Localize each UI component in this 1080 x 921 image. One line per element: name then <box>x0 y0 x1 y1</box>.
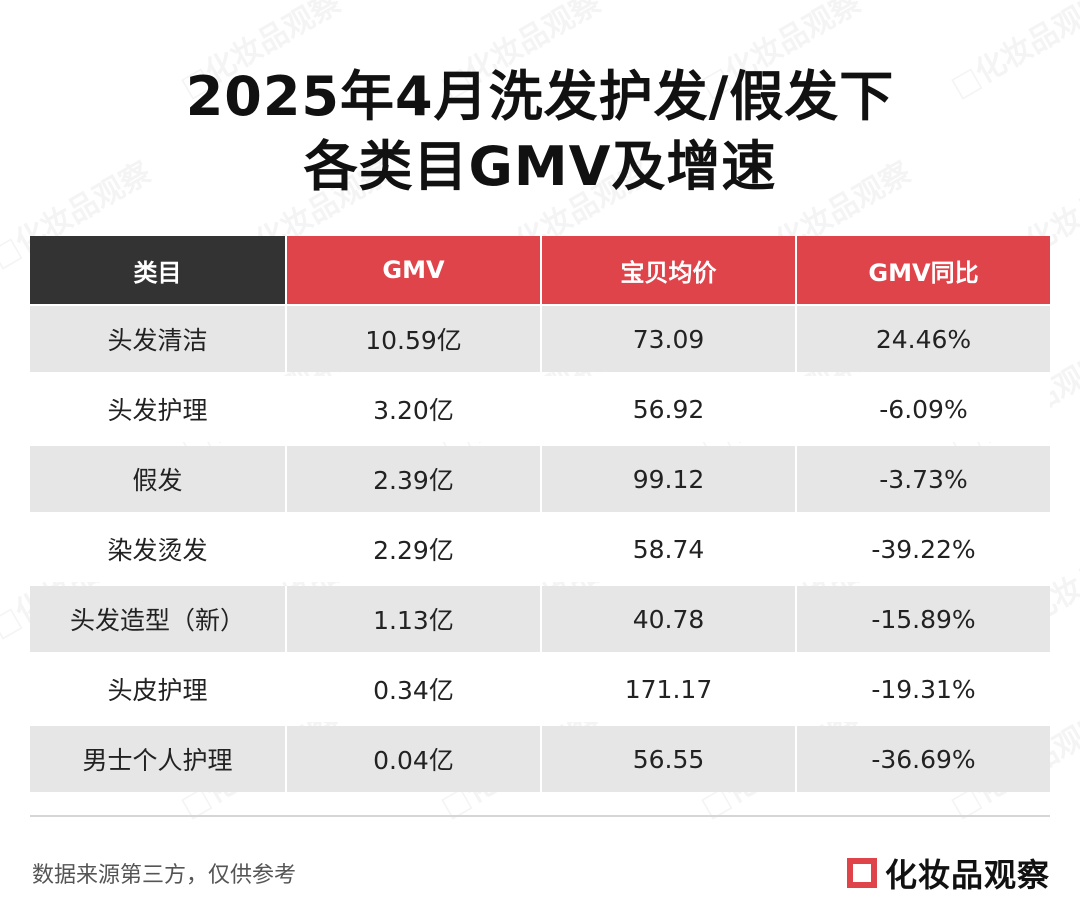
table-cell: 假发 <box>30 446 285 512</box>
table-row: 头皮护理 0.34亿 171.17 -19.31% <box>30 656 1050 724</box>
table-cell: 56.55 <box>540 726 795 792</box>
brand-name: 化妆品观察 <box>884 856 1050 894</box>
table-cell: 2.29亿 <box>285 516 540 582</box>
table-cell: 头发造型（新） <box>30 586 285 652</box>
table-cell: 头发护理 <box>30 376 285 442</box>
brand-square-icon <box>846 858 877 888</box>
table-cell: 24.46% <box>795 306 1050 372</box>
table-cell: -3.73% <box>795 446 1050 512</box>
source-note: 数据来源第三方，仅供参考 <box>32 863 297 888</box>
table-row: 头发造型（新） 1.13亿 40.78 -15.89% <box>30 586 1050 654</box>
table-cell: 1.13亿 <box>285 586 540 652</box>
header-cell: 类目 <box>30 236 285 304</box>
table-row: 男士个人护理 0.04亿 56.55 -36.69% <box>30 726 1050 794</box>
table-cell: 99.12 <box>540 446 795 512</box>
table-header: 类目 GMV 宝贝均价 GMV同比 <box>30 236 1050 304</box>
table-cell: -19.31% <box>795 656 1050 722</box>
header-cell: GMV <box>285 236 540 304</box>
table-row: 染发烫发 2.29亿 58.74 -39.22% <box>30 516 1050 584</box>
header-cell: GMV同比 <box>795 236 1050 304</box>
table-cell: 头皮护理 <box>30 656 285 722</box>
table-cell: 171.17 <box>540 656 795 722</box>
table-row: 头发护理 3.20亿 56.92 -6.09% <box>30 376 1050 444</box>
table-cell: -36.69% <box>795 726 1050 792</box>
table-cell: 头发清洁 <box>30 306 285 372</box>
table-cell: 10.59亿 <box>285 306 540 372</box>
data-table: 类目 GMV 宝贝均价 GMV同比 头发清洁 10.59亿 73.09 24.4… <box>30 236 1050 794</box>
title-line-2: 各类目GMV及增速 <box>303 135 777 198</box>
table-cell: 3.20亿 <box>285 376 540 442</box>
table-cell: 男士个人护理 <box>30 726 285 792</box>
table-row: 假发 2.39亿 99.12 -3.73% <box>30 446 1050 514</box>
table-cell: 40.78 <box>540 586 795 652</box>
table-row: 头发清洁 10.59亿 73.09 24.46% <box>30 306 1050 374</box>
table-cell: -6.09% <box>795 376 1050 442</box>
header-cell: 宝贝均价 <box>540 236 795 304</box>
table-cell: 73.09 <box>540 306 795 372</box>
table-cell: 0.04亿 <box>285 726 540 792</box>
title-line-1: 2025年4月洗发护发/假发下 <box>185 65 895 128</box>
table-cell: 56.92 <box>540 376 795 442</box>
table-cell: 2.39亿 <box>285 446 540 512</box>
footer-divider <box>30 815 1050 817</box>
table-cell: 0.34亿 <box>285 656 540 722</box>
brand-logo: 化妆品观察 <box>846 850 1050 896</box>
table-cell: 染发烫发 <box>30 516 285 582</box>
table-cell: -15.89% <box>795 586 1050 652</box>
page-title: 2025年4月洗发护发/假发下 各类目GMV及增速 <box>0 62 1080 202</box>
table-cell: 58.74 <box>540 516 795 582</box>
table-cell: -39.22% <box>795 516 1050 582</box>
